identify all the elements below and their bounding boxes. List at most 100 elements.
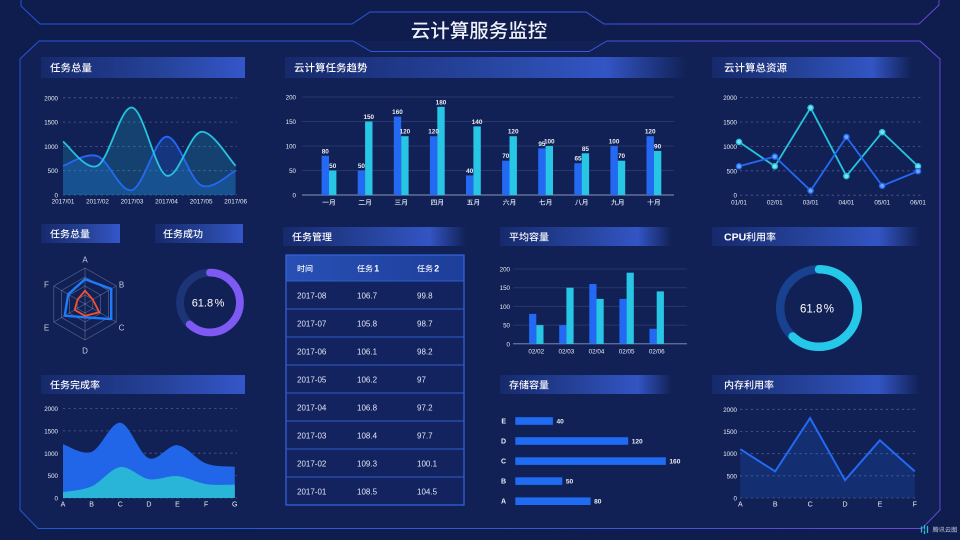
svg-text:2000: 2000 [44,95,58,102]
svg-text:2017-02: 2017-02 [297,460,327,469]
svg-text:1500: 1500 [723,120,737,127]
svg-text:1500: 1500 [723,429,737,436]
svg-text:A: A [61,502,66,509]
svg-text:04/01: 04/01 [839,200,855,207]
svg-text:50: 50 [358,163,366,170]
svg-text:C: C [808,502,813,509]
svg-text:02/04: 02/04 [589,349,605,356]
svg-text:%: % [824,303,834,315]
svg-text:100: 100 [500,304,511,311]
svg-text:0: 0 [293,193,297,200]
svg-text:E: E [878,502,883,509]
svg-text:104.5: 104.5 [417,488,438,497]
svg-text:02/03: 02/03 [559,349,575,356]
svg-text:D: D [82,347,88,356]
svg-text:160: 160 [669,459,680,466]
svg-text:2017/02: 2017/02 [86,199,109,206]
svg-text:2017-04: 2017-04 [297,404,327,413]
svg-text:0: 0 [55,496,59,503]
svg-text:2000: 2000 [723,95,737,102]
svg-text:160: 160 [392,109,403,116]
svg-text:120: 120 [632,439,643,446]
svg-text:C: C [118,502,123,509]
svg-text:200: 200 [500,267,511,274]
svg-text:1500: 1500 [44,120,58,127]
svg-text:120: 120 [428,129,439,136]
svg-text:0: 0 [734,193,738,200]
svg-text:97.2: 97.2 [417,404,433,413]
svg-text:61.8: 61.8 [192,298,213,310]
svg-text:E: E [175,502,180,509]
svg-text:120: 120 [400,129,411,136]
svg-text:2017/01: 2017/01 [52,199,75,206]
svg-text:1000: 1000 [723,144,737,151]
svg-text:2017-06: 2017-06 [297,348,327,357]
svg-text:02/05: 02/05 [619,349,635,356]
svg-text:F: F [44,281,49,290]
svg-text:98.7: 98.7 [417,320,433,329]
svg-text:40: 40 [466,168,474,175]
svg-text:03/01: 03/01 [803,200,819,207]
svg-text:2017-08: 2017-08 [297,292,327,301]
svg-text:97.7: 97.7 [417,432,433,441]
svg-text:80: 80 [322,148,330,155]
svg-text:B: B [119,281,124,290]
svg-text:108.5: 108.5 [357,488,378,497]
svg-text:2017/05: 2017/05 [190,199,213,206]
svg-text:500: 500 [48,168,59,175]
svg-text:A: A [82,256,88,265]
svg-text:100: 100 [609,139,620,146]
svg-text:E: E [501,419,506,426]
svg-text:C: C [501,459,506,466]
svg-text:1000: 1000 [44,451,58,458]
svg-text:1: 1 [374,264,379,274]
svg-text:F: F [204,502,208,509]
svg-text:2017-07: 2017-07 [297,320,327,329]
svg-text:2: 2 [434,264,439,274]
svg-text:D: D [501,439,506,446]
svg-text:50: 50 [329,163,337,170]
svg-text:150: 150 [500,285,511,292]
svg-text:CPU: CPU [724,232,746,244]
svg-text:1000: 1000 [723,451,737,458]
svg-text:B: B [89,502,94,509]
svg-text:2017/06: 2017/06 [224,199,247,206]
svg-text:100.1: 100.1 [417,460,438,469]
svg-text:106.8: 106.8 [357,404,378,413]
svg-text:%: % [215,298,225,310]
svg-text:02/01: 02/01 [767,200,783,207]
svg-text:1500: 1500 [44,428,58,435]
svg-text:2017-05: 2017-05 [297,376,327,385]
svg-text:0: 0 [734,496,738,503]
svg-text:06/01: 06/01 [910,200,926,207]
svg-text:0: 0 [507,341,511,348]
svg-text:200: 200 [286,95,297,102]
svg-text:150: 150 [363,114,374,121]
svg-text:2017/03: 2017/03 [121,199,144,206]
svg-text:106.1: 106.1 [357,348,378,357]
svg-text:01/01: 01/01 [731,200,747,207]
svg-text:D: D [146,502,151,509]
svg-text:C: C [119,324,125,333]
svg-text:61.8: 61.8 [800,303,822,315]
svg-text:500: 500 [48,473,59,480]
svg-text:D: D [842,502,847,509]
svg-text:95: 95 [538,141,546,148]
svg-text:05/01: 05/01 [874,200,890,207]
svg-text:105.8: 105.8 [357,320,378,329]
svg-text:0: 0 [55,193,59,200]
svg-text:2017-01: 2017-01 [297,488,327,497]
svg-text:500: 500 [727,473,738,480]
svg-text:140: 140 [472,119,483,126]
svg-text:F: F [913,502,917,509]
svg-text:500: 500 [727,168,738,175]
svg-text:180: 180 [436,99,447,106]
svg-text:120: 120 [645,129,656,136]
svg-text:02/06: 02/06 [649,349,665,356]
svg-text:50: 50 [289,168,296,175]
svg-text:65: 65 [574,156,582,163]
svg-text:98.2: 98.2 [417,348,433,357]
svg-text:106.2: 106.2 [357,376,378,385]
svg-text:97: 97 [417,376,426,385]
svg-text:E: E [44,324,49,333]
